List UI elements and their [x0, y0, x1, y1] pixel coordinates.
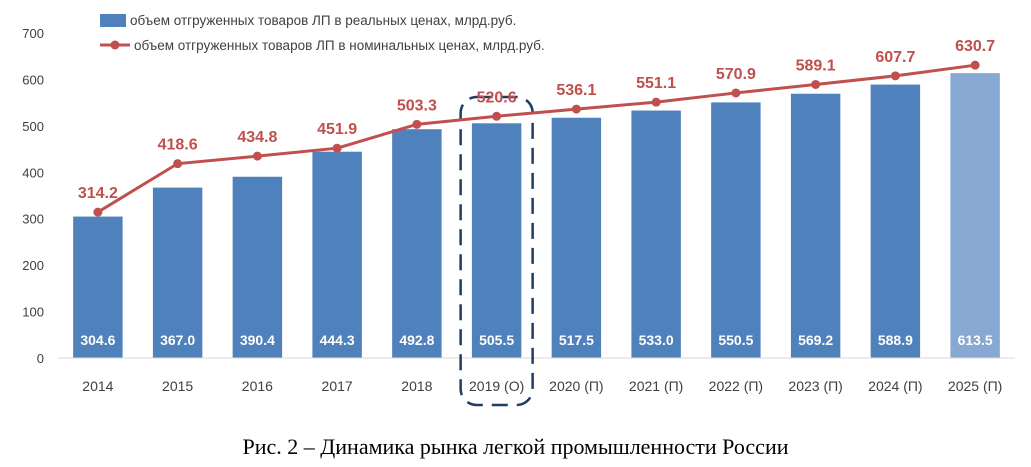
line-value-label: 314.2: [78, 185, 118, 202]
bar-value-label: 533.0: [639, 332, 674, 348]
x-tick-label: 2016: [242, 378, 273, 394]
figure-caption: Рис. 2 – Динамика рынка легкой промышлен…: [242, 434, 789, 459]
bar-value-label: 550.5: [718, 332, 753, 348]
line-value-label: 451.9: [317, 121, 357, 138]
line-point: [571, 104, 581, 114]
line-value-label: 570.9: [716, 66, 756, 83]
bar-value-label: 569.2: [798, 332, 833, 348]
x-tick-label: 2020 (П): [549, 378, 603, 394]
line-value-label: 536.1: [556, 82, 596, 99]
y-tick-label: 700: [22, 26, 44, 41]
legend-line-marker: [110, 40, 120, 50]
line-point: [252, 151, 262, 161]
line-value-label: 520.6: [477, 89, 517, 106]
line-point: [412, 119, 422, 129]
line-value-label: 418.6: [158, 137, 198, 154]
bar: [232, 176, 283, 358]
line-value-label: 607.7: [875, 49, 915, 66]
line-value-label: 589.1: [796, 57, 836, 74]
bar-value-label: 492.8: [399, 332, 434, 348]
x-tick-label: 2014: [82, 378, 113, 394]
bar-value-label: 588.9: [878, 332, 913, 348]
line-point: [731, 88, 741, 98]
bar: [950, 73, 1000, 359]
line-series: [97, 63, 976, 214]
highlight-box: [459, 95, 534, 407]
y-tick-label: 300: [22, 212, 44, 227]
bar: [631, 110, 681, 359]
x-tick-label: 2018: [401, 378, 432, 394]
line-value-label: 630.7: [955, 38, 995, 55]
x-tick-label: 2025 (П): [948, 378, 1002, 394]
legend-bar-swatch: [100, 14, 126, 27]
x-tick-label: 2015: [162, 378, 193, 394]
bar: [790, 93, 841, 358]
x-tick-label: 2024 (П): [868, 378, 922, 394]
line-point: [492, 111, 502, 121]
line-point: [332, 143, 342, 153]
line-point: [970, 60, 980, 70]
bar: [312, 151, 362, 358]
y-tick-label: 600: [22, 72, 44, 87]
y-tick-label: 500: [22, 119, 44, 134]
x-tick-label: 2017: [322, 378, 353, 394]
chart: 0 100 200 300 400 500 600 700 304.6 367.0 390.4 444…: [22, 13, 1015, 407]
line-point: [93, 207, 103, 217]
x-tick-label: 2021 (П): [629, 378, 683, 394]
line-point: [890, 71, 900, 81]
bar-value-label: 517.5: [559, 332, 594, 348]
y-tick-label: 400: [22, 165, 44, 180]
bar: [152, 187, 203, 358]
line-value-label: 503.3: [397, 97, 437, 114]
bar-value-label: 367.0: [160, 332, 195, 348]
bar: [551, 117, 602, 358]
bar: [73, 216, 123, 358]
legend-bar-label: объем отгруженных товаров ЛП в реальных …: [130, 13, 516, 28]
x-tick-label: 2019 (О): [469, 378, 524, 394]
bar-value-label: 304.6: [80, 332, 115, 348]
line-value-label: 434.8: [237, 129, 277, 146]
bar: [870, 84, 921, 358]
y-tick-label: 0: [37, 351, 44, 366]
line-point: [173, 159, 183, 169]
x-tick-label: 2023 (П): [788, 378, 842, 394]
legend-line-label: объем отгруженных товаров ЛП в номинальн…: [134, 38, 545, 53]
bar-value-label: 505.5: [479, 332, 514, 348]
bar-value-label: 613.5: [958, 332, 993, 348]
line-point: [811, 79, 821, 89]
bar-value-label: 444.3: [320, 332, 355, 348]
y-tick-label: 200: [22, 258, 44, 273]
bar-value-label: 390.4: [240, 332, 275, 348]
line-value-label: 551.1: [636, 75, 676, 92]
line-point: [651, 97, 661, 107]
x-tick-label: 2022 (П): [709, 378, 763, 394]
bar: [392, 129, 442, 358]
bar: [471, 123, 522, 358]
y-tick-label: 100: [22, 305, 44, 320]
bar: [711, 102, 761, 359]
